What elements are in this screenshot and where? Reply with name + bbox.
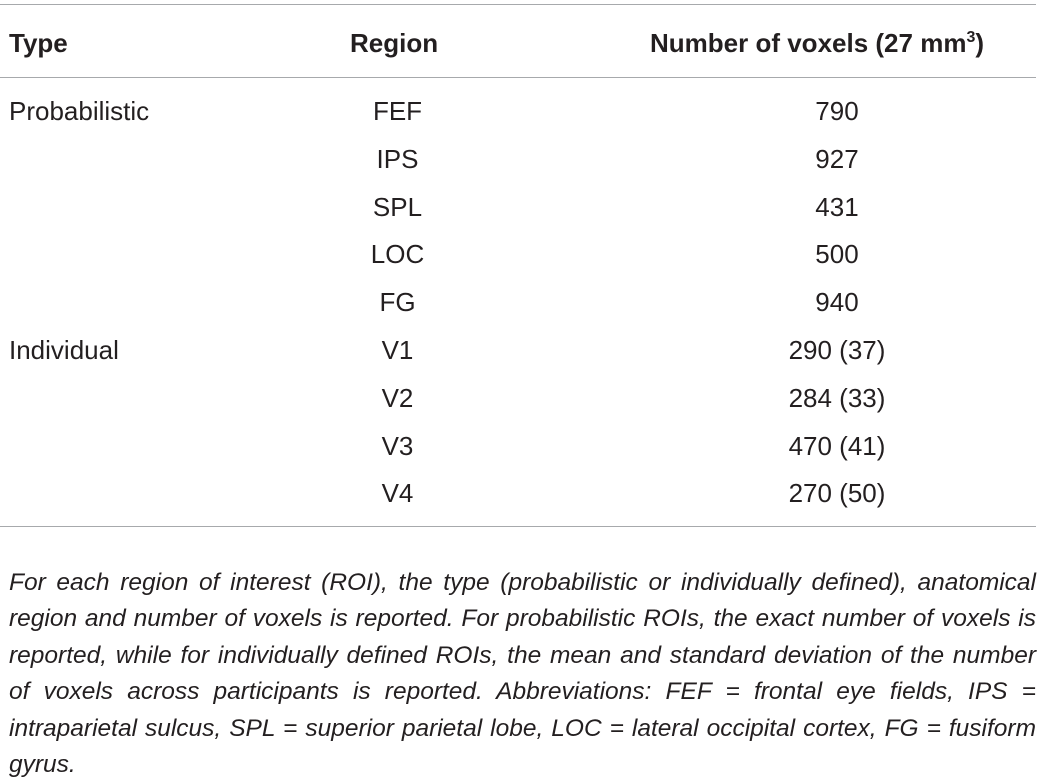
table-body: Probabilistic FEF 790 IPS 927 SPL 431 LO… [0, 88, 1036, 518]
table-row: V2 284 (33) [0, 375, 1036, 423]
cell-voxels: 927 [815, 143, 859, 174]
cell-region: V3 [381, 430, 414, 461]
table-row: FG 940 [0, 279, 1036, 327]
table-row: Probabilistic FEF 790 [0, 88, 1036, 136]
cell-region: V1 [381, 334, 414, 365]
cell-voxels: 940 [815, 287, 859, 318]
table-bottom-rule [0, 526, 1036, 527]
table-footnote: For each region of interest (ROI), the t… [9, 568, 1036, 779]
cell-voxels: 290 (37) [788, 334, 886, 365]
header-voxels-close: ) [975, 28, 985, 58]
table-row: SPL 431 [0, 184, 1036, 232]
cell-region: LOC [370, 239, 425, 270]
header-type: Type [9, 28, 68, 58]
header-voxels-text: Number of voxels (27 mm [650, 28, 967, 58]
table-header-rule [0, 77, 1036, 78]
cell-voxels: 500 [815, 239, 859, 270]
roi-table: Type Region Number of voxels (27 mm3) Pr… [0, 4, 1036, 778]
table-header-row: Type Region Number of voxels (27 mm3) [0, 23, 1036, 63]
cell-type: Individual [9, 334, 119, 365]
cell-voxels: 470 (41) [788, 430, 886, 461]
cell-voxels: 790 [815, 96, 859, 126]
cell-region: IPS [376, 143, 419, 174]
cell-region: V4 [381, 478, 414, 509]
cell-region: V2 [381, 382, 414, 413]
cell-voxels: 270 (50) [788, 478, 886, 509]
table-top-rule [0, 4, 1036, 5]
header-voxels-superscript: 3 [966, 29, 976, 46]
table-row: IPS 927 [0, 136, 1036, 184]
cell-region: FG [379, 287, 416, 318]
table-row: V4 270 (50) [0, 470, 1036, 518]
cell-voxels: 431 [815, 191, 859, 222]
header-number-of-voxels: Number of voxels (27 mm3) [650, 23, 984, 68]
header-region: Region [350, 28, 439, 58]
table-row: LOC 500 [0, 231, 1036, 279]
table-row: Individual V1 290 (37) [0, 327, 1036, 375]
cell-region: FEF [372, 96, 423, 126]
cell-voxels: 284 (33) [788, 382, 886, 413]
cell-type: Probabilistic [9, 96, 150, 126]
cell-region: SPL [372, 191, 423, 222]
table-row: V3 470 (41) [0, 423, 1036, 471]
